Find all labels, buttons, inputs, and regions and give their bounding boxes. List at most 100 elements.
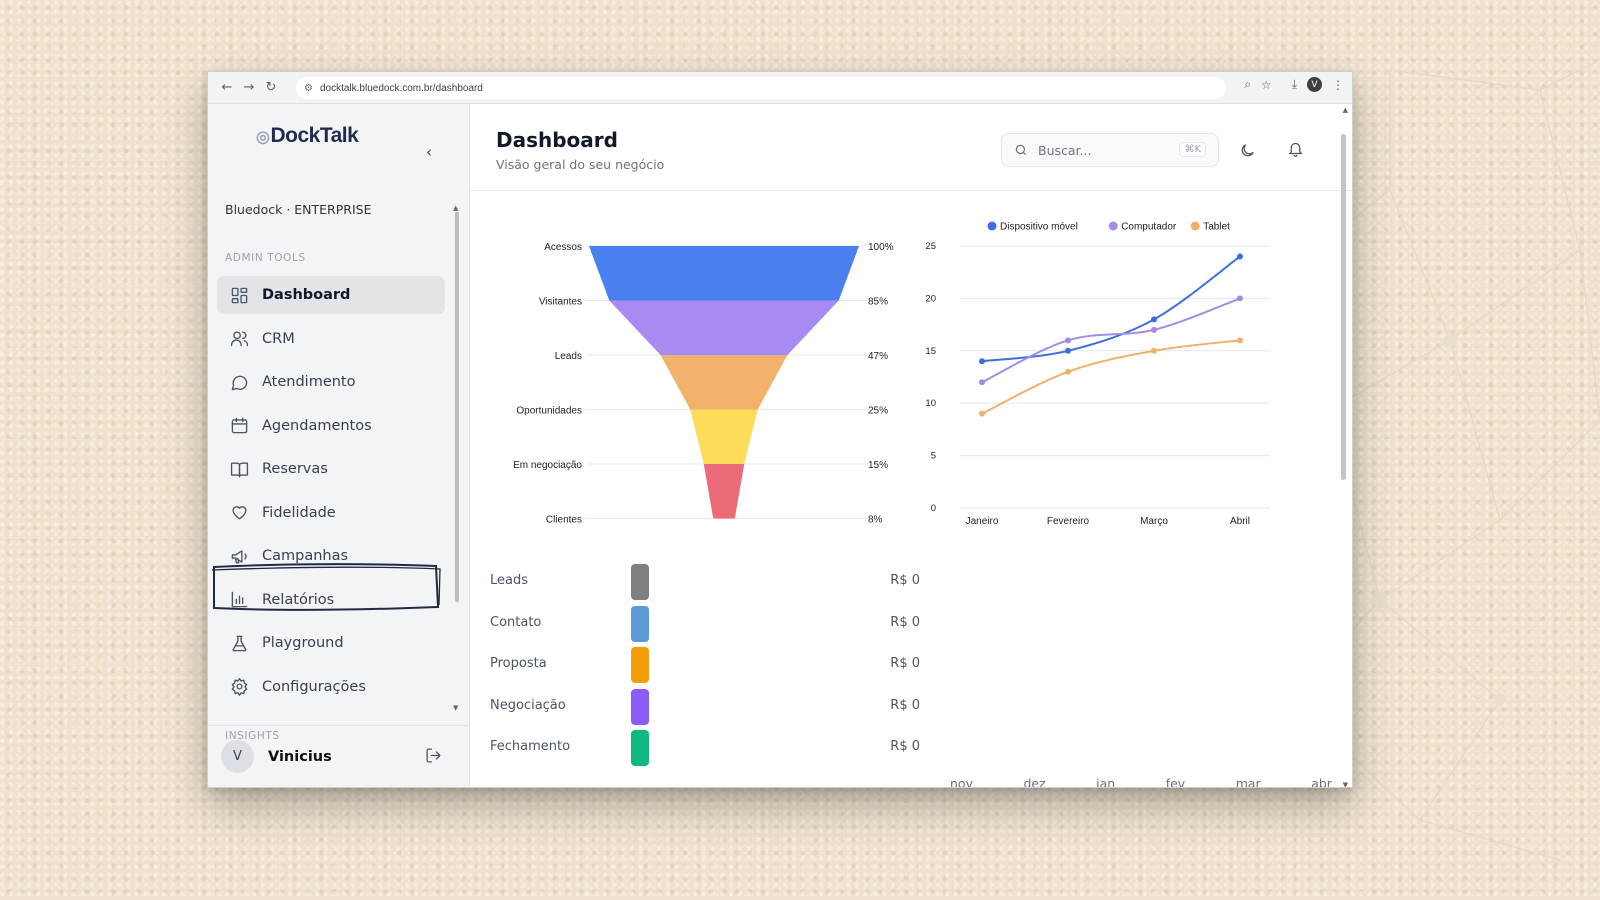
funnel-stage-label: Visitantes <box>539 297 582 308</box>
x-tick-label: Março <box>1140 516 1168 527</box>
search-input[interactable]: Buscar... ⌘K <box>1001 133 1219 167</box>
scroll-up-icon[interactable]: ▲ <box>453 204 459 212</box>
series-point[interactable] <box>1065 337 1071 344</box>
organization-label: Bluedock · ENTERPRISE <box>225 202 372 217</box>
calendar-icon <box>229 416 249 436</box>
sidebar-scrollbar[interactable] <box>455 212 459 602</box>
sidebar-item-label: Playground <box>262 635 344 651</box>
browser-toolbar: ← → ↻ ⚙ docktalk.bluedock.com.br/dashboa… <box>208 72 1352 104</box>
back-arrow-icon[interactable]: ← <box>221 80 233 95</box>
sidebar-item-label: Reservas <box>262 461 328 477</box>
moon-icon <box>1241 143 1254 156</box>
series-point[interactable] <box>1065 368 1071 375</box>
legend-swatch <box>1108 221 1118 231</box>
main-content: Dashboard Visão geral do seu negócio Bus… <box>470 104 1352 787</box>
sidebar-item-campanhas[interactable]: Campanhas <box>217 537 445 575</box>
funnel-stage-label: Clientes <box>546 515 582 526</box>
sidebar-item-playground[interactable]: Playground <box>217 624 445 662</box>
funnel-segment[interactable] <box>589 246 859 301</box>
pipeline-color-bar <box>631 605 649 642</box>
sidebar-item-atendimento[interactable]: Atendimento <box>217 363 445 401</box>
funnel-value-label: 25% <box>868 406 888 417</box>
logo-mark-icon: ◎ <box>256 129 270 146</box>
funnel-value-label: 85% <box>868 297 888 308</box>
series-point[interactable] <box>1237 295 1243 302</box>
pipeline-row[interactable]: Fechamento R$ 0 <box>490 730 920 772</box>
series-line[interactable] <box>981 339 1241 415</box>
pipeline-stage-label: Negociação <box>490 697 566 713</box>
download-icon[interactable]: ⤓ <box>1291 77 1297 91</box>
pipeline-color-bar <box>631 647 649 683</box>
avatar[interactable]: V <box>221 740 254 773</box>
funnel-segment[interactable] <box>660 355 788 410</box>
month-axis: nov dez jan fev mar abr <box>950 776 1332 788</box>
search-placeholder: Buscar... <box>1038 142 1092 158</box>
logout-icon[interactable] <box>425 747 442 768</box>
notifications-button[interactable] <box>1283 136 1307 160</box>
series-line[interactable] <box>981 255 1241 363</box>
sidebar-item-label: Dashboard <box>262 287 351 303</box>
month-tick-label: abr <box>1311 776 1332 788</box>
collapse-sidebar-icon[interactable]: ‹ <box>426 143 432 161</box>
series-line[interactable] <box>981 297 1241 384</box>
pipeline-row[interactable]: Contato R$ 0 <box>490 605 920 648</box>
funnel-segment[interactable] <box>690 409 758 465</box>
series-point[interactable] <box>1237 337 1243 344</box>
bell-icon <box>1287 142 1303 157</box>
month-tick-label: nov <box>950 776 973 788</box>
funnel-stage-label: Acessos <box>544 242 582 253</box>
pipeline-value: R$ 0 <box>890 573 920 588</box>
address-bar[interactable]: ⚙ docktalk.bluedock.com.br/dashboard <box>296 77 1226 99</box>
legend-swatch <box>1190 221 1200 231</box>
sidebar-item-label: Atendimento <box>262 374 356 390</box>
forward-arrow-icon[interactable]: → <box>243 80 255 95</box>
series-point[interactable] <box>1065 347 1071 354</box>
month-tick-label: jan <box>1096 776 1116 788</box>
pipeline-row[interactable]: Negociação R$ 0 <box>490 688 920 731</box>
x-tick-label: Fevereiro <box>1047 516 1090 527</box>
scroll-down-icon[interactable]: ▼ <box>453 704 459 712</box>
reload-icon[interactable]: ↻ <box>265 80 277 95</box>
flask-icon <box>229 633 249 653</box>
series-point[interactable] <box>979 358 985 365</box>
browser-menu-icon[interactable]: ⋮ <box>1332 77 1344 92</box>
site-settings-icon[interactable]: ⚙ <box>304 82 313 94</box>
profile-avatar[interactable]: V <box>1307 77 1322 92</box>
series-point[interactable] <box>979 410 985 417</box>
funnel-segment[interactable] <box>609 300 839 356</box>
sidebar-item-relatorios[interactable]: Relatórios <box>217 581 445 619</box>
pipeline-color-bar <box>631 730 649 766</box>
funnel-segment[interactable] <box>703 464 745 519</box>
pipeline-stage-label: Leads <box>490 573 529 588</box>
series-point[interactable] <box>1151 316 1157 323</box>
pipeline-color-bar <box>631 564 649 600</box>
pipeline-row[interactable]: Proposta R$ 0 <box>490 647 920 689</box>
sidebar-item-crm[interactable]: CRM <box>217 320 445 358</box>
user-profile[interactable]: V Vinicius <box>208 725 469 787</box>
bookmark-star-icon[interactable]: ☆ <box>1260 77 1272 92</box>
series-point[interactable] <box>1151 347 1157 354</box>
pipeline-row[interactable]: Leads R$ 0 <box>490 564 920 606</box>
series-point[interactable] <box>1237 253 1243 260</box>
scroll-down-icon[interactable]: ▼ <box>1342 781 1348 788</box>
sidebar-item-dashboard[interactable]: Dashboard <box>217 276 445 314</box>
funnel-chart: Acessos 100% Visitantes 85% Leads 47% Oportuni… <box>513 242 894 526</box>
scroll-up-icon[interactable]: ▲ <box>1342 106 1348 114</box>
legend-swatch <box>987 221 997 231</box>
sidebar-item-configuracoes[interactable]: Configurações <box>217 668 445 706</box>
series-point[interactable] <box>1151 326 1157 333</box>
sidebar-item-reservas[interactable]: Reservas <box>217 450 445 488</box>
sidebar-item-label: Fidelidade <box>262 504 336 521</box>
sidebar-item-fidelidade[interactable]: Fidelidade <box>217 494 445 532</box>
zoom-icon[interactable]: ⌕ <box>1244 77 1251 91</box>
funnel-stage-label: Oportunidades <box>516 406 582 417</box>
dark-mode-toggle[interactable] <box>1235 138 1259 162</box>
sidebar-item-label: Relatórios <box>262 591 335 608</box>
app-logo[interactable]: ◎DockTalk <box>256 124 359 148</box>
page-title: Dashboard <box>496 128 618 152</box>
series-point[interactable] <box>979 379 985 386</box>
page-header: Dashboard Visão geral do seu negócio Bus… <box>470 104 1352 191</box>
main-scrollbar[interactable] <box>1341 134 1346 480</box>
sidebar-item-agendamentos[interactable]: Agendamentos <box>217 407 445 445</box>
search-shortcut: ⌘K <box>1179 142 1206 157</box>
